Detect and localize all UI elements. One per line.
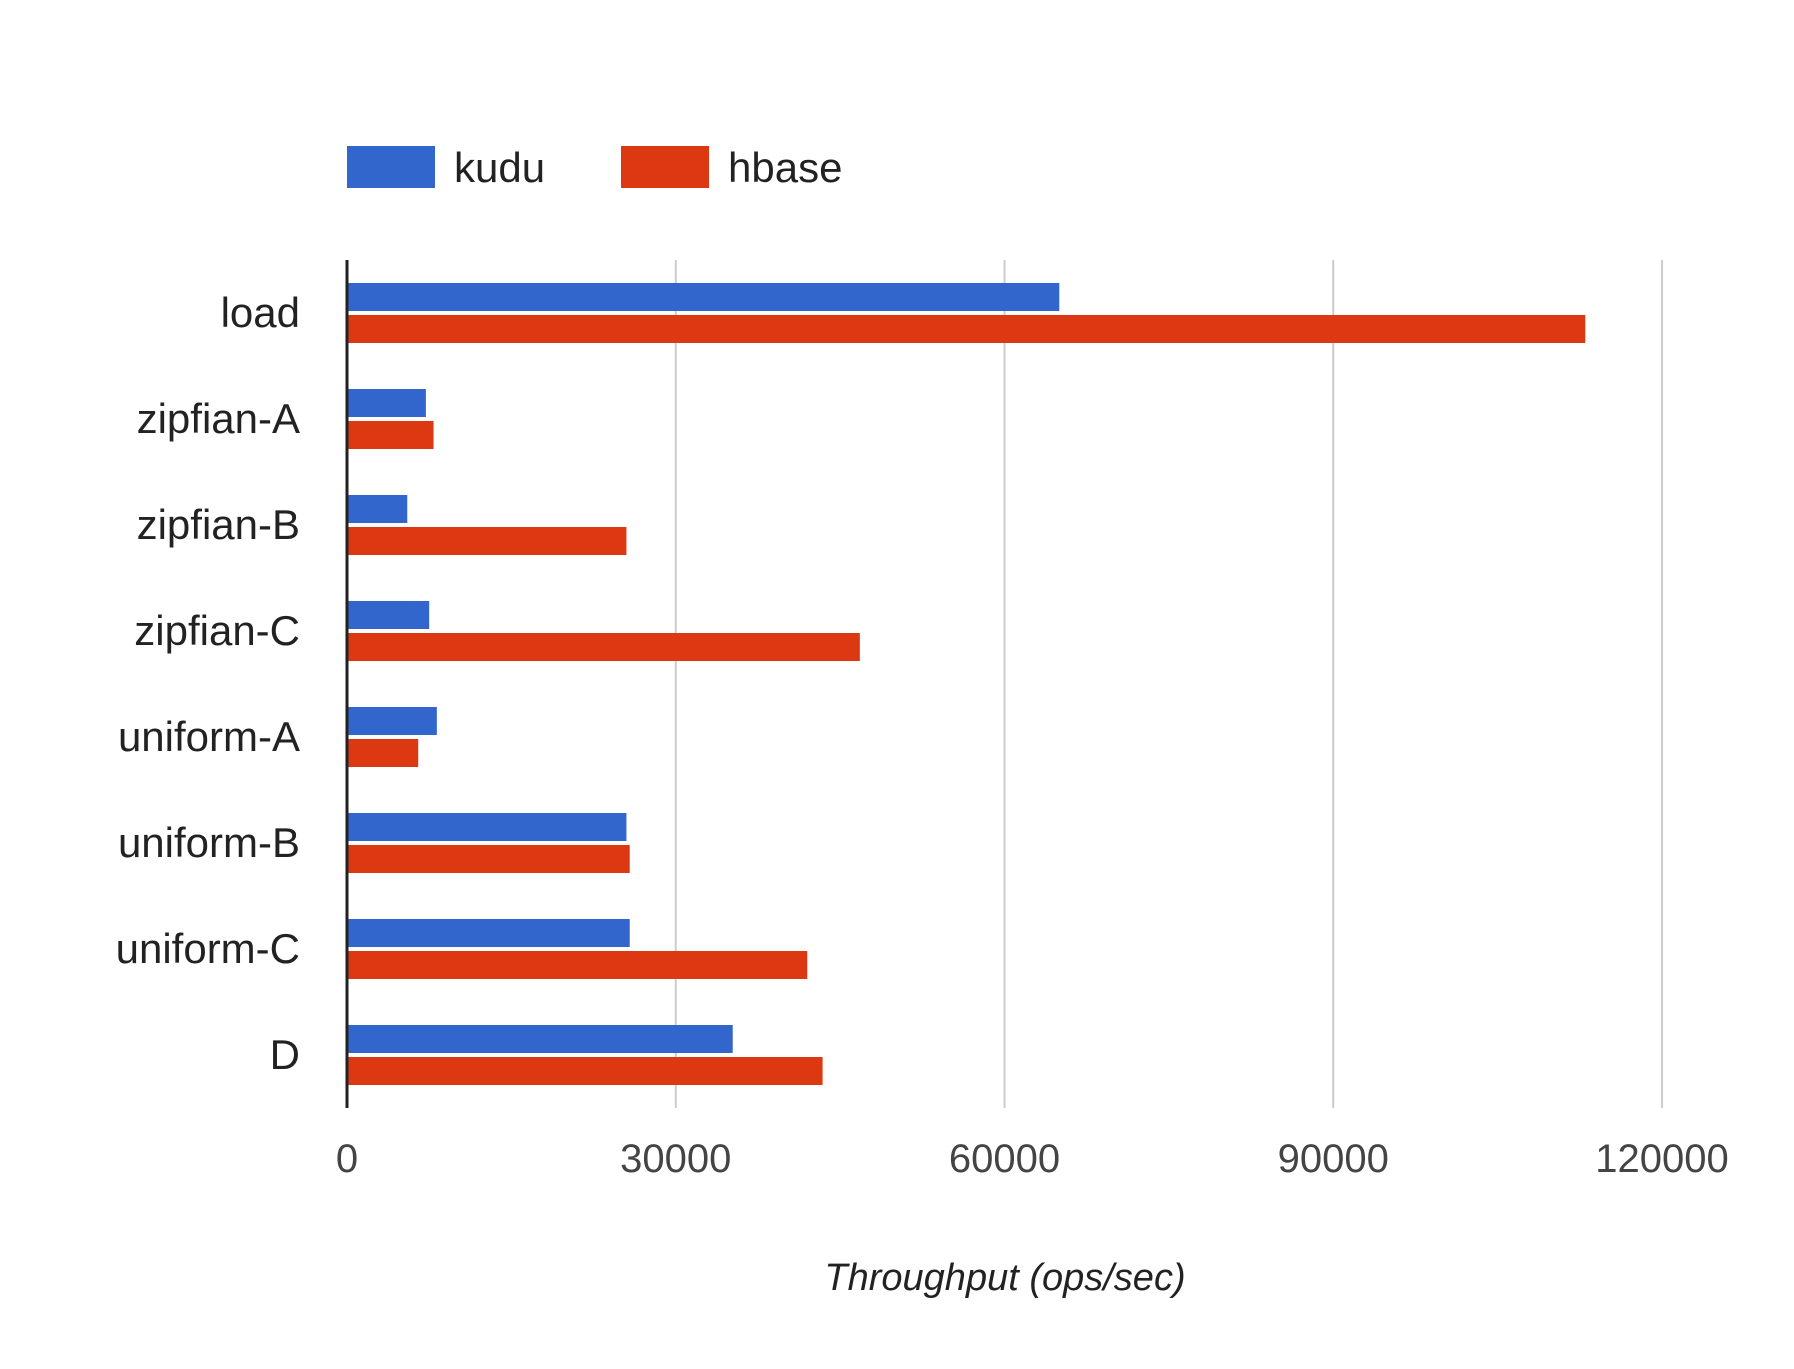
bar-hbase-D (347, 1057, 823, 1085)
gridlines (674, 260, 1663, 1108)
category-label: D (270, 1031, 300, 1078)
legend-swatch-kudu (347, 146, 435, 188)
bar-kudu-uniform-C (347, 919, 630, 947)
bar-hbase-zipfian-C (347, 633, 860, 661)
bar-hbase-zipfian-B (347, 527, 627, 555)
x-tick-label: 90000 (1278, 1137, 1389, 1181)
legend-label-hbase: hbase (728, 144, 842, 191)
x-axis-title: Throughput (ops/sec) (824, 1257, 1185, 1299)
bar-kudu-zipfian-B (347, 495, 408, 523)
category-label: uniform-C (116, 925, 300, 972)
legend-swatch-hbase (621, 146, 709, 188)
x-tick-label: 60000 (949, 1137, 1060, 1181)
category-label: uniform-B (118, 819, 300, 866)
bar-kudu-zipfian-A (347, 389, 426, 417)
category-label: zipfian-C (134, 607, 300, 654)
x-tick-label: 120000 (1595, 1137, 1728, 1181)
bar-kudu-uniform-A (347, 707, 437, 735)
bar-hbase-uniform-B (347, 845, 630, 873)
bar-kudu-uniform-B (347, 813, 627, 841)
bar-hbase-uniform-A (347, 739, 419, 767)
bar-hbase-load (347, 315, 1586, 343)
bars (347, 283, 1586, 1085)
legend: kudu hbase (347, 144, 842, 191)
bar-kudu-zipfian-C (347, 601, 430, 629)
x-tick-label: 30000 (620, 1137, 731, 1181)
category-label: load (221, 289, 300, 336)
bar-hbase-uniform-C (347, 951, 808, 979)
category-labels: load zipfian-A zipfian-B zipfian-C uniform-A… (116, 289, 300, 1078)
category-label: uniform-A (118, 713, 300, 760)
category-label: zipfian-B (137, 501, 300, 548)
bar-kudu-D (347, 1025, 733, 1053)
x-tick-label: 0 (336, 1137, 358, 1181)
bar-kudu-load (347, 283, 1060, 311)
category-label: zipfian-A (137, 395, 300, 442)
legend-label-kudu: kudu (454, 144, 545, 191)
x-axis-ticks: 0 30000 60000 90000 120000 (336, 1137, 1729, 1181)
bar-hbase-zipfian-A (347, 421, 434, 449)
